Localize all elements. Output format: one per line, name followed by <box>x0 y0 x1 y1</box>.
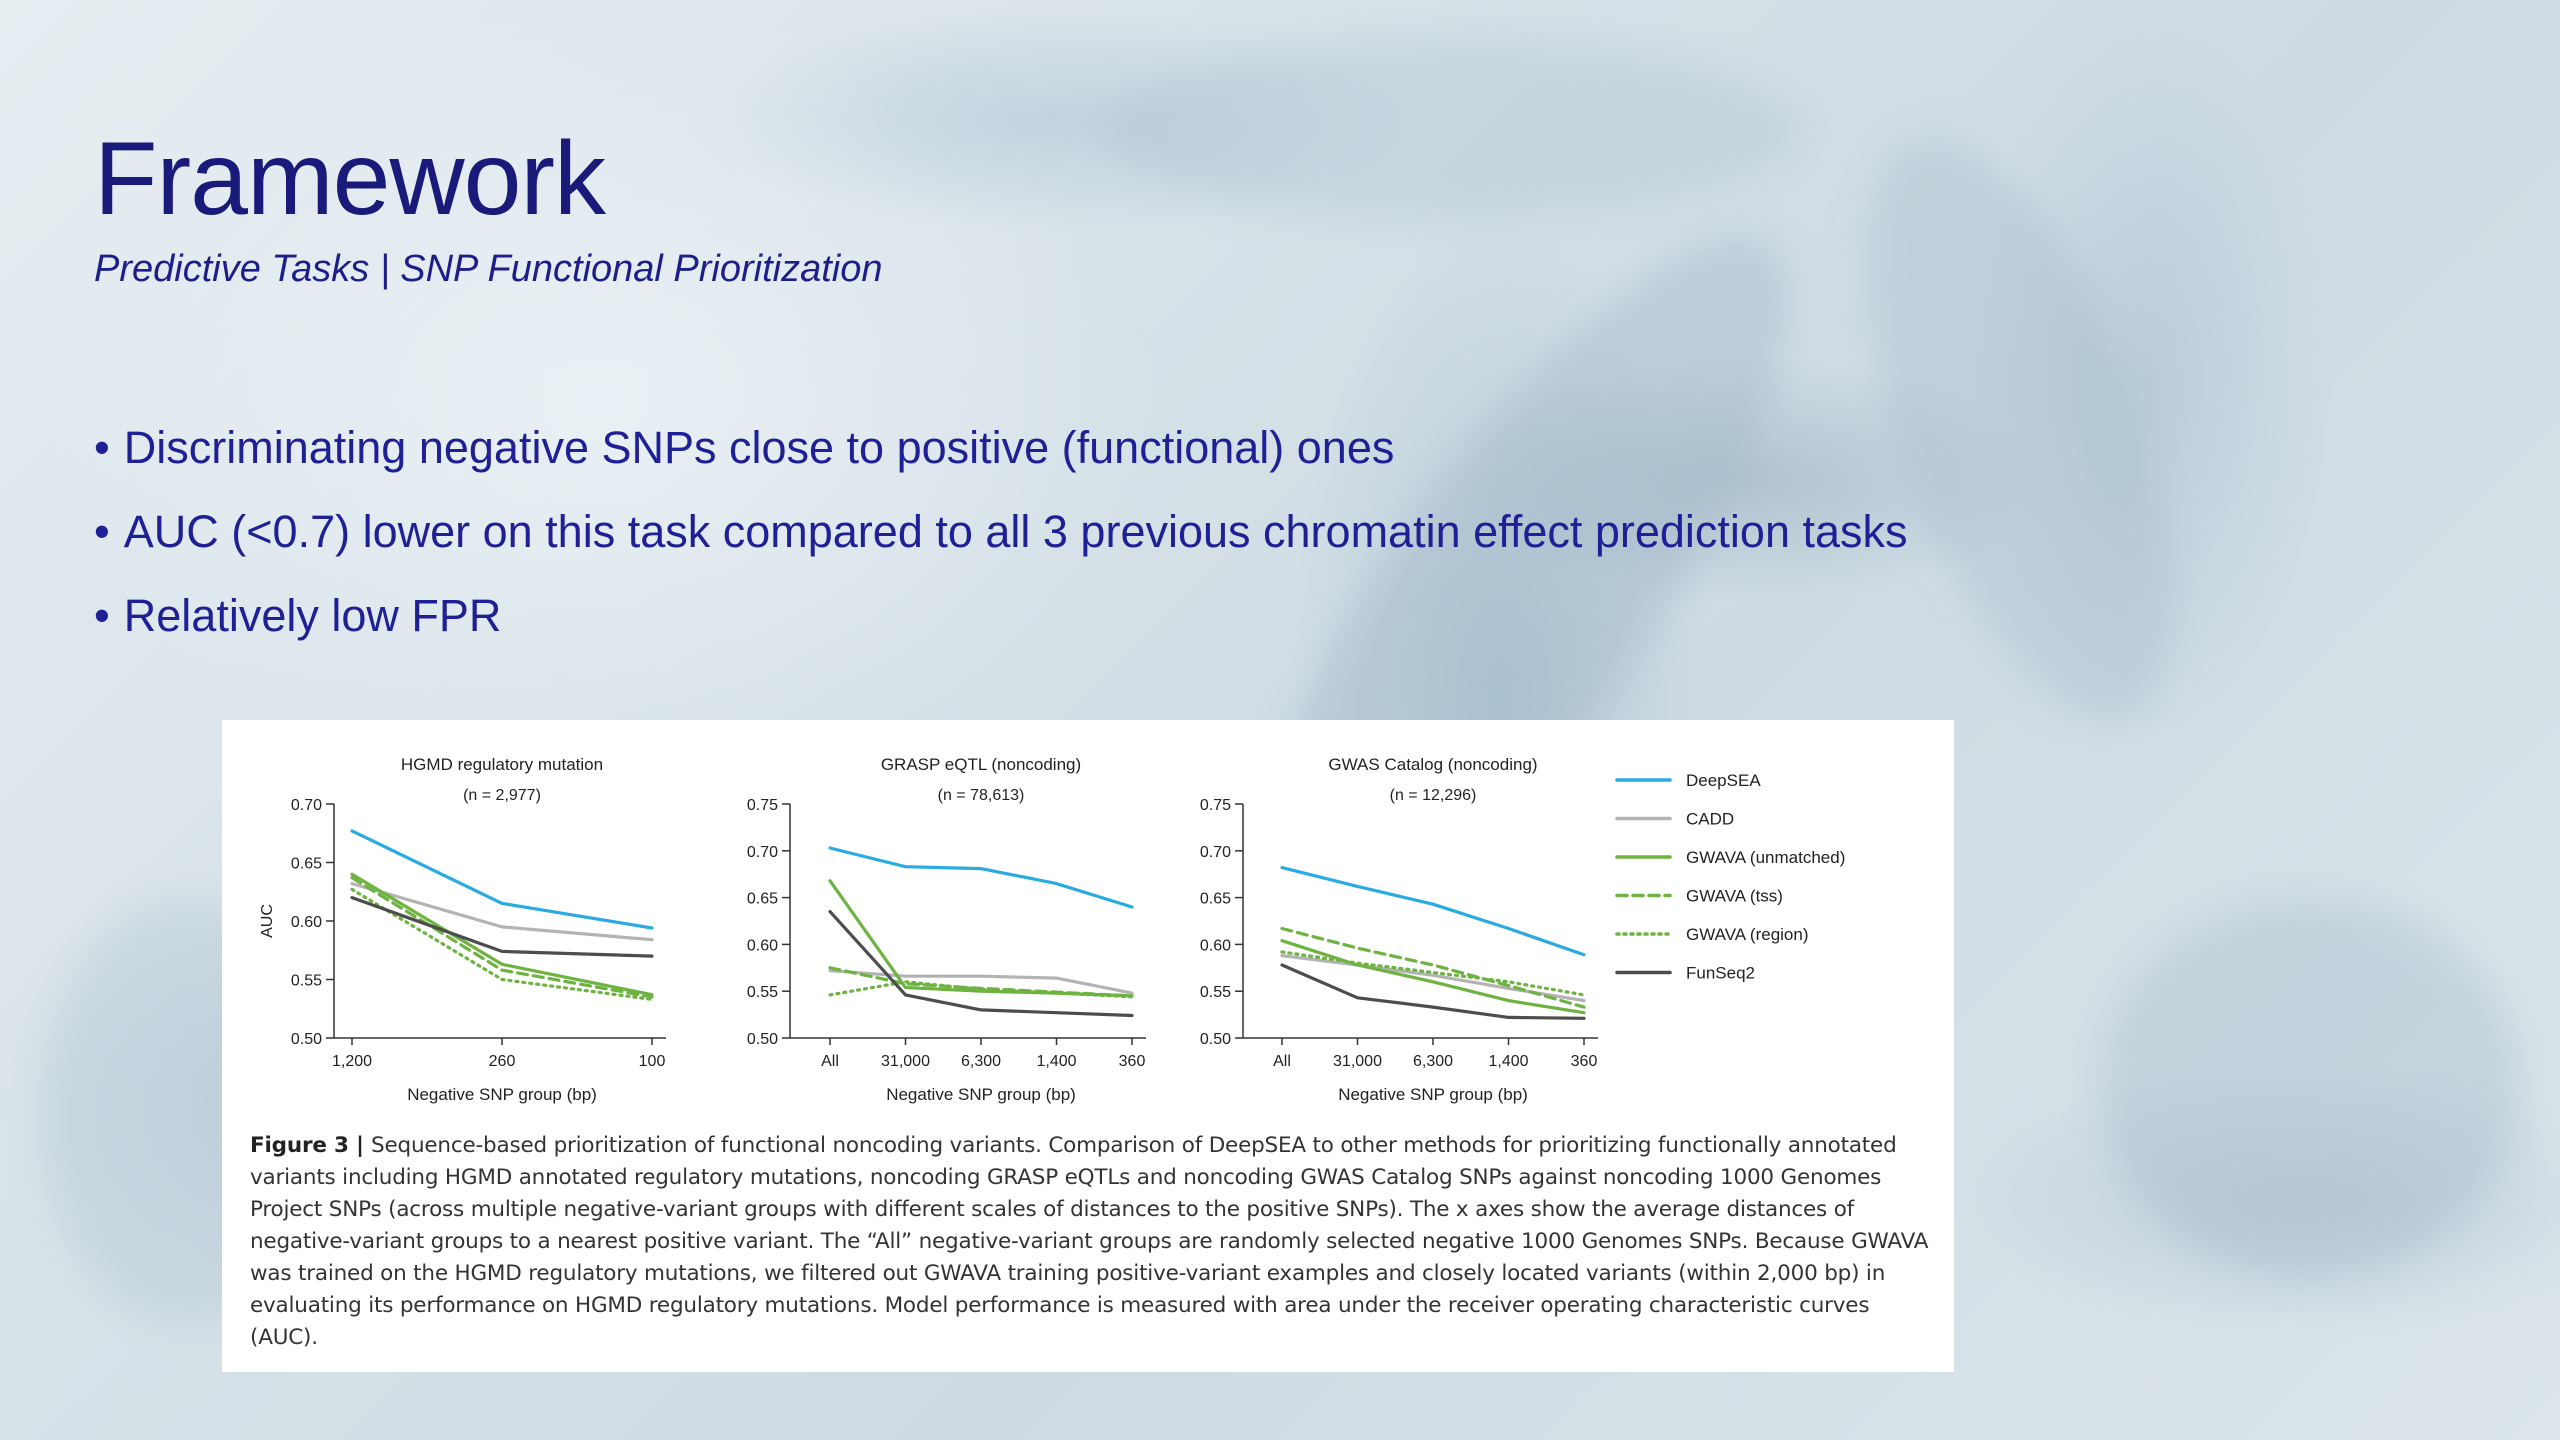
series-line-funseq2 <box>350 896 654 958</box>
y-tick-label: 0.70 <box>747 844 778 861</box>
chart-title: GWAS Catalog (noncoding) <box>1328 755 1537 774</box>
y-tick-label: 0.75 <box>747 797 778 814</box>
x-axis-label: Negative SNP group (bp) <box>407 1085 597 1104</box>
background-blob <box>2100 900 2520 1280</box>
y-tick-label: 0.70 <box>291 797 322 814</box>
y-tick-label: 0.55 <box>1200 984 1231 1001</box>
x-tick-label: 360 <box>1119 1053 1146 1070</box>
x-tick-label: 6,300 <box>961 1053 1001 1070</box>
y-tick-label: 0.75 <box>1200 797 1231 814</box>
series-line-gwava-region <box>1280 950 1586 997</box>
x-tick-label: 6,300 <box>1413 1053 1453 1070</box>
y-axis-label: AUC <box>259 904 276 938</box>
series-line-funseq2 <box>1280 963 1586 1020</box>
series-line-gwava-region <box>350 887 654 1001</box>
x-tick-label: 100 <box>639 1053 666 1070</box>
y-tick-label: 0.60 <box>291 914 322 931</box>
legend-label: GWAVA (unmatched) <box>1686 848 1845 867</box>
x-tick-label: 1,400 <box>1036 1053 1076 1070</box>
x-tick-label: 260 <box>489 1053 516 1070</box>
y-tick-label: 0.50 <box>747 1031 778 1048</box>
x-tick-label: All <box>821 1053 839 1070</box>
figure-caption: Figure 3 | Sequence-based prioritization… <box>250 1133 1929 1350</box>
bullet-dot-icon: • <box>94 506 110 557</box>
bullet-item: • Relatively low FPR <box>94 586 1908 670</box>
series-line-gwava-tss <box>1280 926 1586 1009</box>
x-tick-label: 31,000 <box>1333 1053 1382 1070</box>
slide-subtitle: Predictive Tasks | SNP Functional Priori… <box>94 248 883 290</box>
y-tick-label: 0.60 <box>747 937 778 954</box>
series-line-gwava-tss <box>350 876 654 999</box>
figure-charts: HGMD regulatory mutation (n = 2,977) 0.50 0… <box>259 755 1845 1104</box>
x-axis-label: Negative SNP group (bp) <box>886 1085 1076 1104</box>
legend-label: FunSeq2 <box>1686 964 1755 983</box>
bullet-text: Discriminating negative SNPs close to po… <box>123 422 1395 473</box>
y-tick-label: 0.65 <box>291 856 322 873</box>
x-axis-label: Negative SNP group (bp) <box>1338 1085 1528 1104</box>
y-tick-label: 0.50 <box>1200 1031 1231 1048</box>
y-tick-label: 0.55 <box>747 984 778 1001</box>
series-line-deepsea <box>1280 866 1586 957</box>
chart-title: HGMD regulatory mutation <box>401 755 603 774</box>
series-line-cadd <box>828 969 1134 995</box>
y-tick-label: 0.50 <box>291 1031 322 1048</box>
x-tick-label: 31,000 <box>881 1053 930 1070</box>
x-tick-label: 1,200 <box>332 1053 372 1070</box>
bullet-item: • Discriminating negative SNPs close to p… <box>94 418 1908 502</box>
legend-label: DeepSEA <box>1686 771 1761 790</box>
bullet-item: • AUC (<0.7) lower on this task compared … <box>94 502 1908 586</box>
legend-label: CADD <box>1686 810 1734 829</box>
series-line-gwava-unmatched <box>828 879 1134 998</box>
series-line-cadd <box>350 882 654 942</box>
x-tick-label: 1,400 <box>1488 1053 1528 1070</box>
x-tick-label: All <box>1273 1053 1291 1070</box>
slide-title: Framework <box>94 121 606 237</box>
chart-subtitle: (n = 2,977) <box>463 787 541 804</box>
y-tick-label: 0.60 <box>1200 937 1231 954</box>
y-tick-label: 0.65 <box>747 891 778 908</box>
series-line-funseq2 <box>828 910 1134 1018</box>
y-tick-label: 0.70 <box>1200 844 1231 861</box>
series-line-gwava-tss <box>828 966 1134 998</box>
series-line-deepsea <box>828 846 1134 909</box>
series-line-gwava-unmatched <box>350 872 654 997</box>
caption-text: Sequence-based prioritization of functio… <box>250 1133 1929 1350</box>
series-line-gwava-unmatched <box>1280 939 1586 1015</box>
background-blob <box>1100 40 1800 220</box>
legend-label: GWAVA (tss) <box>1686 887 1783 906</box>
bullet-text: Relatively low FPR <box>123 590 502 641</box>
series-line-deepsea <box>350 829 654 930</box>
caption-label: Figure 3 <box>250 1133 349 1158</box>
y-tick-label: 0.55 <box>291 973 322 990</box>
bullet-dot-icon: • <box>94 422 110 473</box>
bullet-dot-icon: • <box>94 590 110 641</box>
bullet-text: AUC (<0.7) lower on this task compared t… <box>123 506 1908 557</box>
y-tick-label: 0.65 <box>1200 891 1231 908</box>
x-tick-label: 360 <box>1571 1053 1598 1070</box>
chart-title: GRASP eQTL (noncoding) <box>881 755 1081 774</box>
chart-subtitle: (n = 78,613) <box>938 787 1025 804</box>
figure-panel: HGMD regulatory mutation (n = 2,977) 0.50 0… <box>222 720 1954 1372</box>
chart-subtitle: (n = 12,296) <box>1390 787 1477 804</box>
bullet-list: • Discriminating negative SNPs close to p… <box>94 418 1908 670</box>
legend-label: GWAVA (region) <box>1686 925 1809 944</box>
